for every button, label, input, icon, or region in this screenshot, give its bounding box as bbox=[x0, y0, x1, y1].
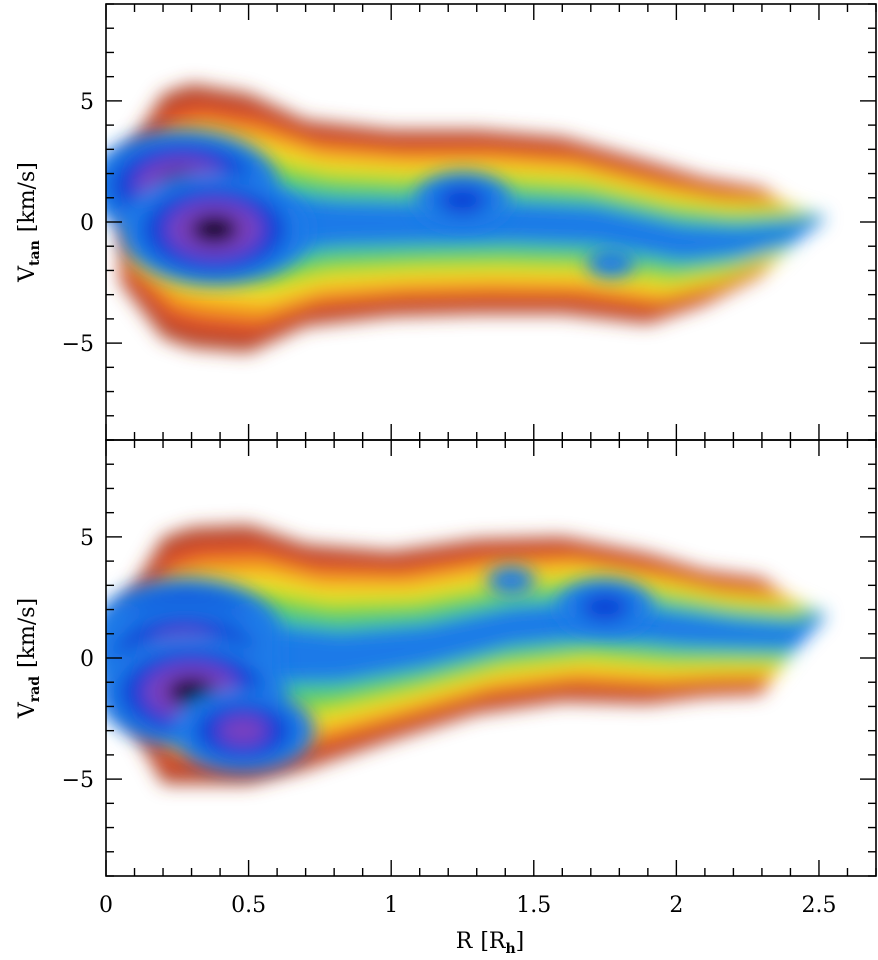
density-peaks bbox=[106, 129, 635, 286]
y-tick-label: 5 bbox=[80, 526, 94, 551]
ylabel-top-subscript: tan bbox=[27, 240, 43, 266]
xlabel-unit-subscript: h bbox=[505, 941, 515, 957]
ylabel-top: Vtan [km/s] bbox=[15, 162, 43, 283]
xlabel-unit-symbol: R bbox=[489, 929, 507, 954]
density-map-bottom bbox=[106, 524, 825, 784]
ylabel-top-unit: [km/s] bbox=[15, 162, 40, 232]
xticklabels: 0 0.5 1 1.5 2 2.5 bbox=[99, 893, 837, 918]
xlabel: R [Rh] bbox=[456, 929, 525, 957]
density-peak-1-level-9 bbox=[190, 215, 239, 244]
y-tick-label: −5 bbox=[62, 332, 94, 357]
ylabel-bottom-unit: [km/s] bbox=[15, 598, 40, 668]
ylabel-bottom-subscript: rad bbox=[27, 676, 43, 702]
y-tick-label: −5 bbox=[62, 768, 94, 793]
y-tick-label: 0 bbox=[80, 647, 94, 672]
y-tick-label: 5 bbox=[80, 90, 94, 115]
panel-bottom-vrad: −5 0 5 0 0.5 1 1.5 2 2.5 Vrad [km/s] R [Rh] bbox=[15, 439, 877, 957]
xlabel-symbol: R bbox=[456, 929, 474, 954]
density-map-top bbox=[106, 83, 825, 353]
x-tick-label: 1 bbox=[384, 893, 398, 918]
yticklabels-bottom: −5 0 5 bbox=[62, 526, 94, 793]
y-tick-label: 0 bbox=[80, 211, 94, 236]
density-peak-5-level-6 bbox=[487, 566, 535, 595]
xlabel-unit-open: [ bbox=[480, 929, 489, 954]
x-tick-label: 1.5 bbox=[516, 893, 551, 918]
x-tick-label: 0 bbox=[99, 893, 113, 918]
density-peak-3-level-6 bbox=[587, 249, 635, 278]
x-tick-label: 0.5 bbox=[231, 893, 266, 918]
yticklabels-top: −5 0 5 bbox=[62, 90, 94, 357]
ylabel-bottom-symbol: V bbox=[15, 701, 40, 719]
x-tick-label: 2.5 bbox=[802, 893, 837, 918]
x-tick-label: 2 bbox=[669, 893, 683, 918]
ticks-bottom bbox=[105, 439, 877, 877]
panel-top-vtan: −5 0 5 Vtan [km/s] bbox=[15, 3, 877, 441]
density-peaks bbox=[106, 566, 653, 773]
ticks-top bbox=[105, 3, 877, 441]
density-band-6 bbox=[154, 186, 825, 261]
xlabel-unit-close: ] bbox=[516, 929, 525, 954]
ylabel-top-symbol: V bbox=[15, 265, 40, 283]
density-peak-2-level-7 bbox=[438, 186, 487, 215]
density-band-6 bbox=[154, 601, 825, 688]
ylabel-bottom: Vrad [km/s] bbox=[15, 598, 43, 719]
density-peak-3-level-8 bbox=[219, 716, 267, 745]
density-peak-4-level-7 bbox=[581, 593, 629, 622]
